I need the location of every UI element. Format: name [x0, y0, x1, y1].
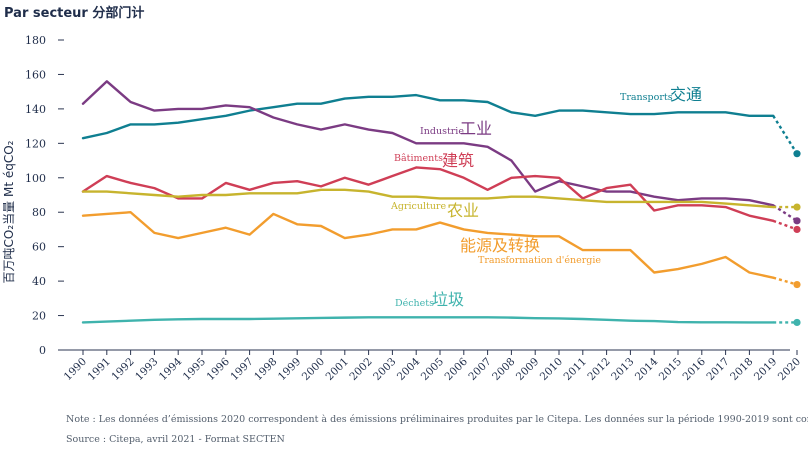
- x-tick-label: 1991: [86, 356, 113, 383]
- y-tick-label: 160: [25, 68, 46, 81]
- y-tick-label: 40: [32, 275, 46, 288]
- x-tick-label: 2014: [633, 355, 661, 383]
- series-marker-transformation-d-nergie: [793, 280, 801, 289]
- series-dash-b-timents: [772, 219, 798, 231]
- series-marker-transports: [793, 150, 801, 158]
- x-tick-label: 2016: [681, 355, 709, 383]
- series-line-d-chets: [81, 316, 775, 324]
- y-tick-label: 100: [25, 172, 46, 185]
- series-dash-transformation-d-nergie: [772, 276, 798, 286]
- x-tick-label: 2018: [728, 356, 755, 383]
- source-text: Source : Citepa, avril 2021 - Format SEC…: [66, 434, 285, 445]
- x-tick-label: 2013: [609, 356, 636, 383]
- y-axis-label: 百万吨CO₂当量 Mt éqCO₂: [2, 140, 16, 283]
- y-tick-label: 20: [32, 310, 46, 323]
- series-line-transformation-d-nergie: [81, 211, 775, 279]
- series-line-industrie: [81, 80, 775, 207]
- note-text: Note : Les données d’émissions 2020 corr…: [66, 414, 808, 425]
- x-tick-label: 2008: [490, 356, 517, 383]
- chart-title: Par secteur 分部门计: [4, 5, 144, 21]
- x-tick-label: 1996: [205, 355, 233, 383]
- y-tick-label: 140: [25, 103, 46, 116]
- series-line-b-timents: [81, 166, 775, 223]
- x-tick-label: 2004: [395, 355, 423, 383]
- series-line-transports: [81, 93, 775, 140]
- series-label-zh: 交通: [670, 85, 702, 104]
- series-marker-agriculture: [793, 203, 801, 211]
- series-label-fr: Transformation d'énergie: [478, 255, 601, 266]
- x-tick-label: 2000: [300, 356, 327, 383]
- series-label-fr: Déchets: [395, 298, 434, 309]
- x-tick-label: 2002: [347, 356, 374, 383]
- x-tick-label: 2020: [776, 356, 803, 383]
- series-line-agriculture: [81, 188, 775, 209]
- x-tick-label: 2003: [371, 356, 398, 383]
- x-tick-label: 2005: [419, 356, 446, 383]
- x-tick-label: 1990: [62, 356, 89, 383]
- series-label-zh: 工业: [460, 119, 492, 138]
- y-tick-label: 60: [32, 241, 46, 254]
- x-tick-label: 2001: [324, 356, 351, 383]
- series-label-fr: Agriculture: [390, 201, 446, 212]
- series-marker-d-chets: [793, 318, 801, 327]
- x-tick-label: 2012: [585, 356, 612, 383]
- x-tick-label: 2006: [443, 355, 471, 383]
- series-label-fr: Bâtiments: [394, 153, 443, 164]
- series-label-zh: 垃圾: [432, 290, 464, 309]
- x-tick-label: 2007: [466, 356, 493, 383]
- series-dash-transports: [772, 115, 799, 155]
- series-label-zh: 能源及转换: [460, 236, 540, 255]
- x-tick-label: 2017: [704, 356, 731, 383]
- x-tick-label: 2011: [562, 356, 589, 383]
- y-tick-label: 120: [25, 137, 46, 150]
- x-tick-label: 1992: [109, 356, 136, 383]
- series-label-zh: 农业: [447, 201, 479, 220]
- series-label-fr: Transports: [620, 92, 673, 103]
- x-tick-label: 1998: [252, 356, 279, 383]
- y-tick-label: 80: [32, 206, 46, 219]
- series-dash-industrie: [772, 204, 798, 222]
- x-tick-label: 1995: [181, 356, 208, 383]
- x-tick-label: 1999: [276, 356, 303, 383]
- x-tick-label: 1994: [157, 355, 185, 383]
- x-tick-label: 1997: [228, 356, 255, 383]
- series-label-fr: Industrie: [420, 126, 464, 137]
- x-tick-label: 2010: [538, 356, 565, 383]
- series-label-zh: 建筑: [442, 151, 474, 170]
- x-tick-label: 2009: [514, 356, 541, 383]
- series-marker-b-timents: [793, 225, 801, 234]
- y-tick-label: 0: [39, 344, 46, 357]
- x-tick-label: 2015: [657, 356, 684, 383]
- y-tick-label: 180: [25, 34, 46, 47]
- x-tick-label: 1993: [133, 356, 160, 383]
- x-tick-label: 2019: [752, 356, 779, 383]
- series-marker-industrie: [793, 217, 801, 225]
